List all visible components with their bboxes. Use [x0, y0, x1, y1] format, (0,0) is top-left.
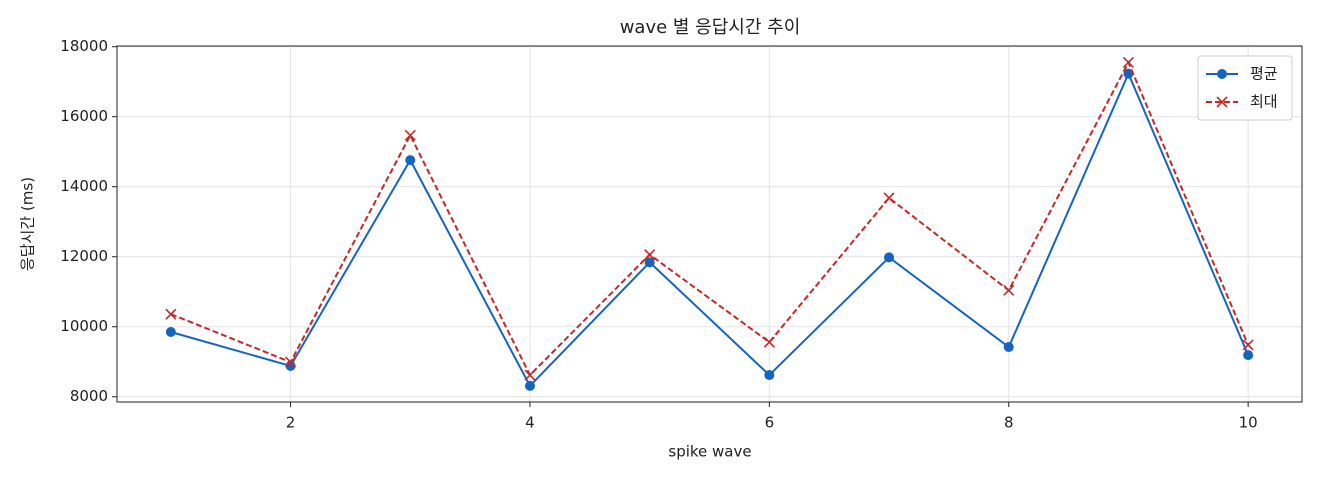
legend-label: 최대	[1250, 93, 1278, 111]
data-point-stroke	[165, 308, 177, 320]
data-point-stroke	[763, 336, 775, 348]
data-point	[1123, 68, 1134, 79]
x-axis-label: spike wave	[668, 443, 751, 461]
data-point	[1122, 56, 1135, 69]
data-point	[1003, 342, 1014, 353]
y-tick-label: 12000	[60, 247, 108, 265]
x-tick-label: 10	[1239, 414, 1258, 432]
data-point-stroke	[1242, 339, 1254, 351]
data-point-stroke	[1003, 284, 1015, 296]
data-point	[1242, 339, 1254, 351]
data-point-stroke	[644, 249, 656, 261]
x-tick-label: 2	[286, 414, 296, 432]
y-tick-label: 16000	[60, 107, 108, 125]
legend-marker-stroke	[1216, 96, 1228, 108]
y-tick-label: 14000	[60, 177, 108, 195]
legend-marker	[1217, 69, 1227, 79]
data-point	[285, 360, 296, 371]
x-tick-label: 6	[765, 414, 775, 432]
data-point	[644, 249, 656, 261]
data-point-stroke	[284, 356, 297, 368]
series-line	[170, 71, 1250, 388]
series-line	[170, 60, 1250, 377]
x-tick-label: 8	[1004, 414, 1014, 432]
data-point	[524, 369, 536, 381]
chart-title: wave 별 응답시간 추이	[620, 17, 801, 38]
y-tick-label: 10000	[60, 317, 108, 335]
data-point	[764, 370, 775, 381]
data-point	[165, 308, 177, 320]
plot-frame	[116, 45, 1303, 403]
y-tick-label: 18000	[60, 37, 108, 55]
y-tick-label: 8000	[70, 387, 108, 405]
legend-box	[1197, 55, 1293, 121]
data-point	[884, 252, 895, 263]
x-tick-label: 4	[525, 414, 535, 432]
data-point-stroke	[404, 129, 416, 141]
data-point-stroke	[524, 369, 536, 381]
data-point	[644, 257, 655, 268]
y-axis-label: 응답시간 (ms)	[19, 177, 37, 271]
data-point	[405, 155, 416, 166]
data-point	[763, 336, 775, 348]
data-point	[1243, 350, 1254, 361]
data-point	[1003, 284, 1015, 296]
data-point-stroke	[883, 192, 895, 204]
data-point	[524, 380, 535, 391]
data-point	[165, 326, 176, 337]
legend-label: 평균	[1250, 65, 1278, 83]
legend-marker	[1216, 96, 1228, 108]
data-point	[404, 129, 416, 141]
data-point-stroke	[1122, 56, 1135, 69]
data-point	[284, 356, 297, 368]
data-point	[883, 192, 895, 204]
